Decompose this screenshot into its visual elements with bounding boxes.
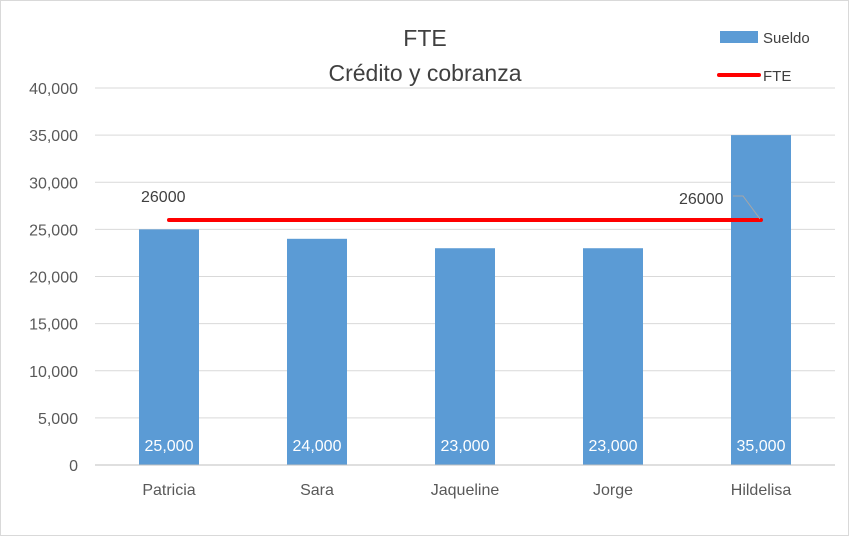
bar-data-label: 24,000 <box>293 438 342 455</box>
legend-swatch-sueldo <box>720 31 758 43</box>
y-tick-label: 20,000 <box>29 270 78 287</box>
bar-data-labels: 25,000 24,000 23,000 23,000 35,000 <box>145 438 786 455</box>
y-tick-label: 5,000 <box>38 411 78 428</box>
y-tick-label: 15,000 <box>29 317 78 334</box>
legend-label-sueldo: Sueldo <box>763 30 810 47</box>
y-tick-label: 35,000 <box>29 128 78 145</box>
y-tick-label: 25,000 <box>29 222 78 239</box>
x-tick-label: Jaqueline <box>431 482 500 499</box>
line-data-label-last: 26000 <box>679 191 724 208</box>
bar <box>139 229 199 465</box>
y-tick-label: 10,000 <box>29 364 78 381</box>
y-tick-label: 0 <box>69 458 78 475</box>
line-data-labels: 26000 26000 <box>141 189 761 220</box>
x-tick-label: Patricia <box>142 482 195 499</box>
bar <box>583 248 643 465</box>
y-axis-tick-labels: 0 5,000 10,000 15,000 20,000 25,000 30,000 35,0… <box>29 81 78 475</box>
bars-sueldo <box>139 135 791 465</box>
leader-line <box>733 195 761 220</box>
bar <box>731 135 791 465</box>
x-axis-tick-labels: Patricia Sara Jaqueline Jorge Hildelisa <box>142 482 791 499</box>
bar-data-label: 35,000 <box>737 438 786 455</box>
bar <box>287 238 347 465</box>
x-tick-label: Jorge <box>593 482 633 499</box>
y-tick-label: 40,000 <box>29 81 78 98</box>
x-tick-label: Hildelisa <box>731 482 792 499</box>
chart-subtitle: Crédito y cobranza <box>328 60 521 86</box>
chart-title: FTE <box>403 25 446 51</box>
legend-label-fte: FTE <box>763 68 791 85</box>
bar-data-label: 23,000 <box>441 438 490 455</box>
line-data-label-first: 26000 <box>141 189 186 206</box>
legend: Sueldo FTE <box>717 30 810 85</box>
bar <box>435 248 495 465</box>
bar-data-label: 25,000 <box>145 438 194 455</box>
bar-data-label: 23,000 <box>589 438 638 455</box>
y-tick-label: 30,000 <box>29 175 78 192</box>
x-tick-label: Sara <box>300 482 334 499</box>
